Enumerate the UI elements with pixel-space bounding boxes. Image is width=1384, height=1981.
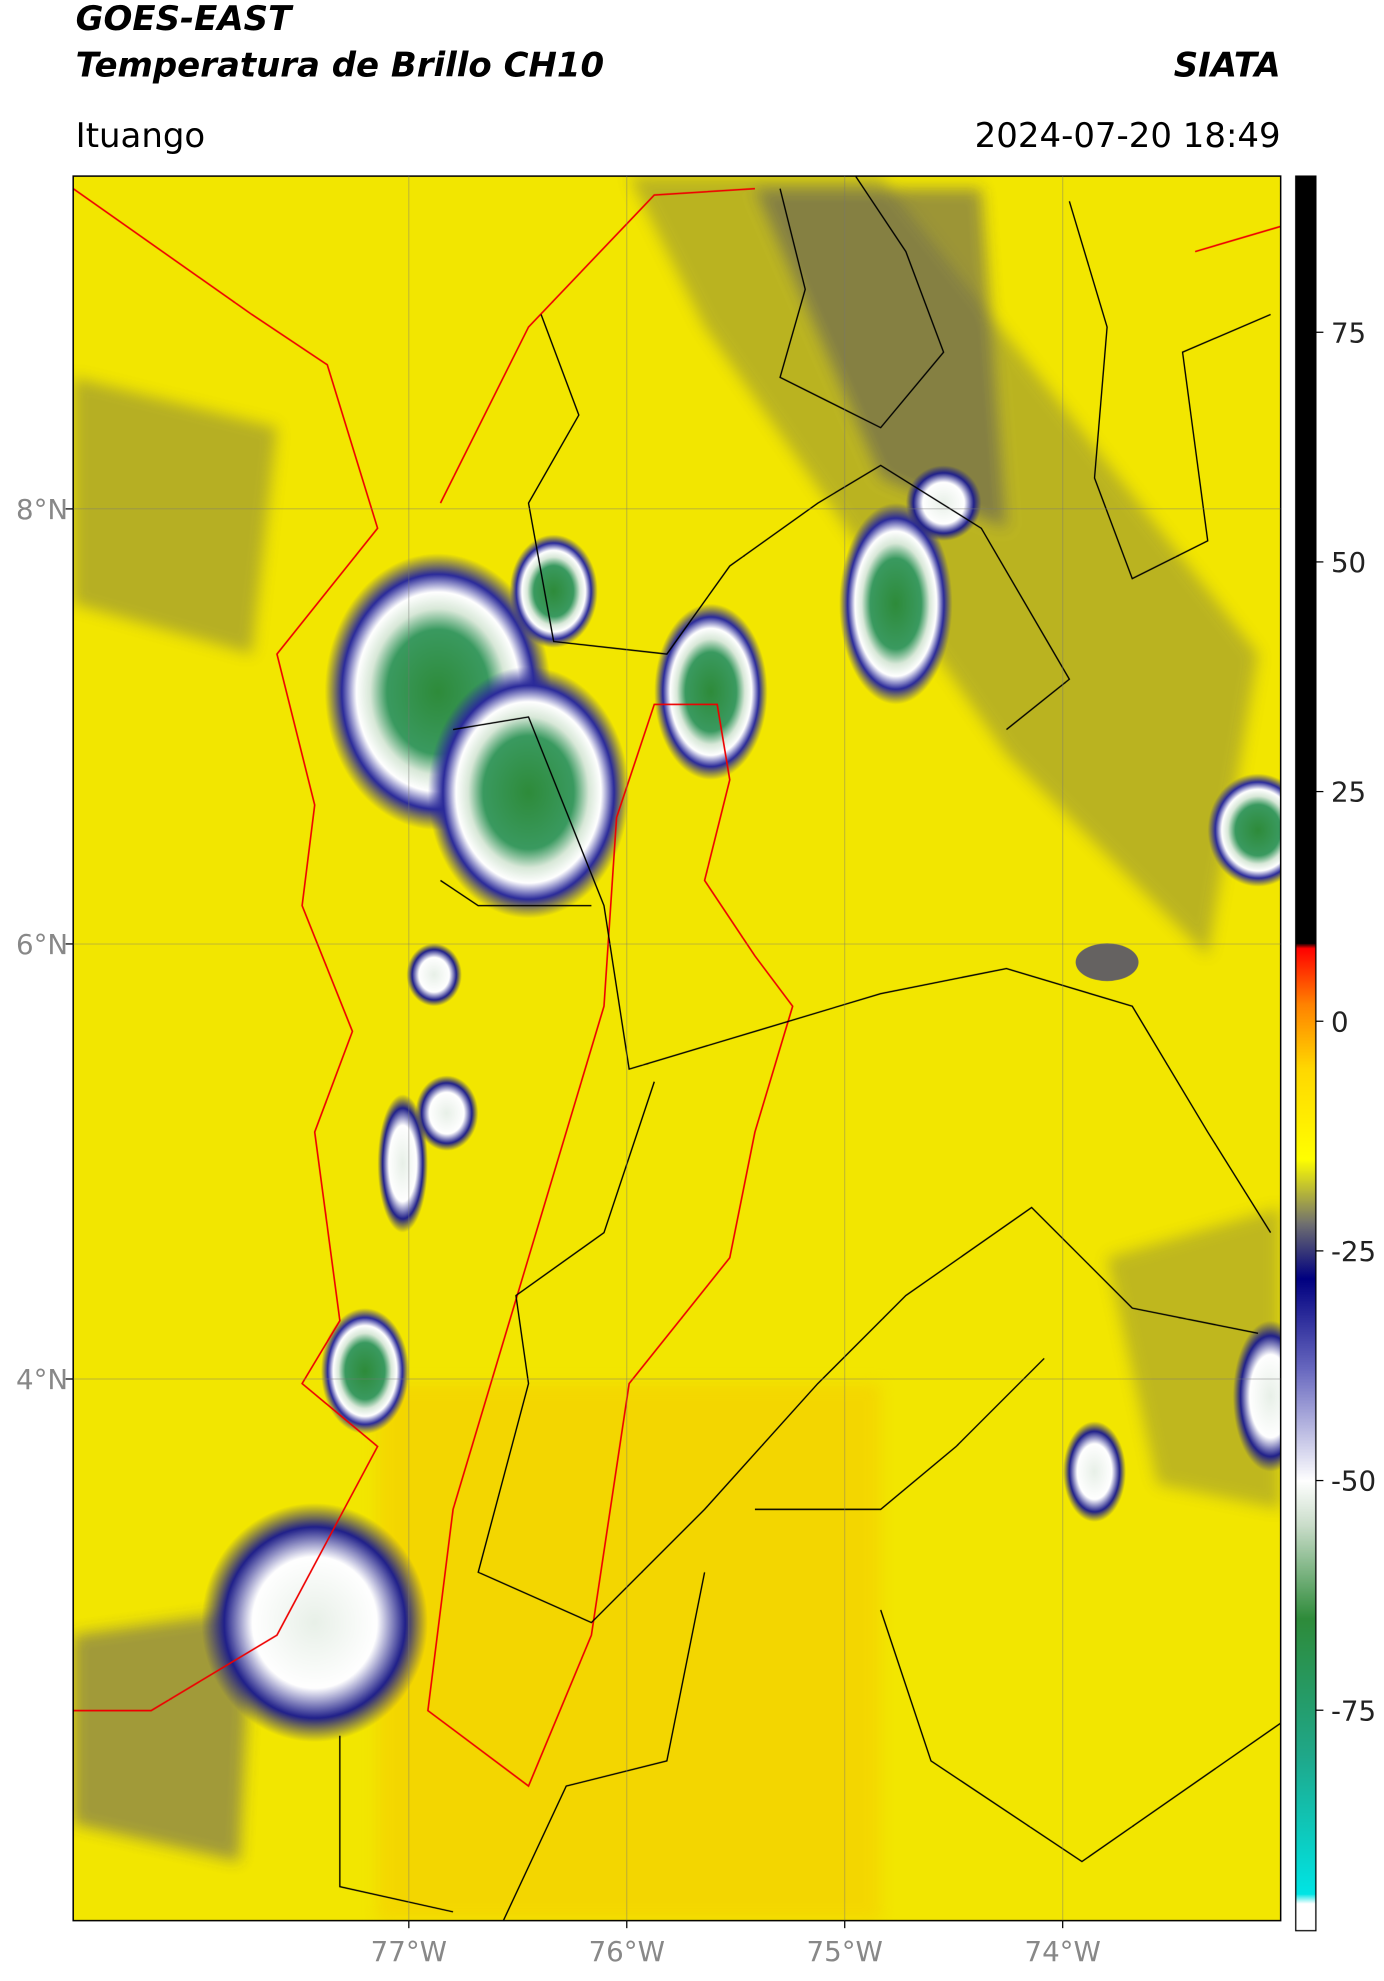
colorbar-tick-label: 50: [1331, 546, 1366, 579]
colorbar-segment: [1295, 1756, 1316, 1895]
colorbar-segment: [1295, 1480, 1316, 1528]
colorbar-segment: [1295, 1278, 1316, 1371]
colorbar-frame: [1295, 175, 1317, 1932]
location: Ituango: [76, 116, 206, 156]
colorbar-tick-label: -50: [1331, 1465, 1376, 1498]
colorbar-segment: [1295, 1893, 1316, 1904]
colorbar-tick-label: 25: [1331, 776, 1366, 809]
colorbar-segment: [1295, 1903, 1316, 1932]
colorbar-segment: [1295, 943, 1316, 949]
title: GOES-EAST: [76, 0, 294, 39]
x-tick-label: 76°W: [589, 1935, 665, 1968]
colorbar-segment: [1295, 1159, 1316, 1224]
colorbar-tick-label: -75: [1331, 1694, 1376, 1727]
x-tick-label: 74°W: [1024, 1935, 1100, 1968]
colorbar-tick-label: 0: [1331, 1005, 1349, 1038]
colorbar-segment: [1295, 947, 1316, 1004]
colorbar-segment: [1295, 1002, 1316, 1068]
colorbar-tick-label: -25: [1331, 1235, 1376, 1268]
colorbar-segment: [1295, 1223, 1316, 1280]
colorbar-segment: [1295, 176, 1316, 944]
map-frame: [72, 175, 1282, 1922]
y-tick-label: 4°N: [16, 1363, 68, 1396]
brand: SIATA: [1174, 46, 1281, 86]
x-tick-label: 77°W: [371, 1935, 447, 1968]
colorbar-tick-label: 75: [1331, 316, 1366, 349]
x-tick-label: 75°W: [807, 1935, 883, 1968]
colorbar-segment: [1295, 1526, 1316, 1619]
y-tick-label: 6°N: [16, 928, 68, 961]
colorbar-segment: [1295, 1370, 1316, 1482]
y-tick-label: 8°N: [16, 493, 68, 526]
satellite-image: [73, 176, 1281, 1921]
colorbar: [1295, 176, 1316, 1932]
colorbar-segment: [1295, 1067, 1316, 1160]
subtitle: Temperatura de Brillo CH10: [76, 46, 604, 86]
timestamp: 2024-07-20 18:49: [975, 116, 1281, 156]
colorbar-segment: [1295, 1618, 1316, 1757]
